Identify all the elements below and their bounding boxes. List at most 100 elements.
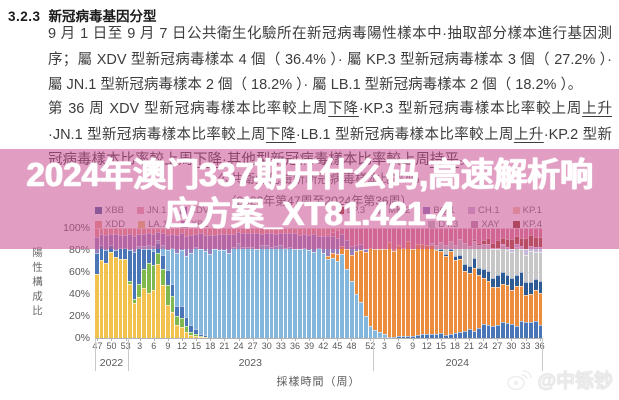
bar-segment-orange <box>505 285 510 323</box>
bar-segment-lilac <box>524 248 529 255</box>
bar-segment-green <box>203 336 208 338</box>
bar-segment-orange <box>345 249 349 270</box>
bar-segment-skyblue <box>312 251 316 338</box>
year-separator <box>372 338 374 371</box>
bar-segment-skyblue <box>283 248 288 338</box>
bar-segment-orange <box>368 247 373 327</box>
x-axis-title: 採樣時間（周） <box>276 376 361 388</box>
x-tick-mark <box>483 338 485 341</box>
bar-segment-blue <box>99 245 104 261</box>
bar-segment-orange <box>415 244 420 335</box>
bar-segment-yellow <box>109 251 113 338</box>
x-tick-mark <box>412 338 414 341</box>
bar-segment-green <box>165 285 170 305</box>
bar-segment-skyblue <box>227 253 231 338</box>
x-tick-label: 52 <box>365 341 376 351</box>
x-tick-mark <box>139 338 141 341</box>
bar-segment-blue <box>128 250 132 282</box>
bar-segment-gray <box>519 249 524 273</box>
x-tick-mark <box>351 338 353 341</box>
bar-segment-orange <box>359 249 363 303</box>
bar-segment-skyblue <box>236 243 241 338</box>
bar-segment-yellow <box>161 285 165 338</box>
bar-segment-skyblue <box>368 326 373 338</box>
bar-segment-blue <box>137 247 142 285</box>
bar-segment-navy <box>533 279 538 291</box>
bar-segment-orange <box>387 242 392 337</box>
bar-segment-orange <box>425 244 430 335</box>
x-tick-label: 9 <box>165 341 171 351</box>
bar-segment-orange <box>434 249 439 334</box>
bar-segment-orange <box>486 281 491 325</box>
bar-segment-blue <box>467 329 472 338</box>
bar-segment-orange <box>420 243 425 335</box>
bar-segment-blue <box>514 326 519 338</box>
bar-segment-gray <box>467 245 472 266</box>
x-tick-mark <box>111 338 113 341</box>
bar-segment-gray <box>510 251 514 279</box>
x-tick-mark <box>252 338 254 341</box>
x-tick-mark <box>525 338 527 341</box>
banner-line-2: 应方案_XT81.421-4 <box>164 195 455 232</box>
bar-segment-blue <box>123 247 128 260</box>
bar-segment-green <box>161 269 165 286</box>
bar-segment-orange <box>510 290 514 325</box>
bar-segment-orange <box>491 287 496 326</box>
bar-segment-orange <box>439 251 444 334</box>
section-heading: 3.2.3 新冠病毒基因分型 <box>8 5 157 25</box>
year-separator <box>542 338 543 371</box>
bar-segment-orange <box>382 249 387 335</box>
x-tick-label: 50 <box>106 341 117 351</box>
x-tick-label: 47 <box>92 341 103 351</box>
bar-segment-skyblue <box>250 247 255 338</box>
x-tick-mark <box>511 338 513 341</box>
bar-segment-gray <box>538 252 543 281</box>
x-tick-mark <box>210 338 212 341</box>
bar-segment-skyblue <box>208 253 212 338</box>
x-tick-mark <box>469 338 471 341</box>
year-separator <box>127 338 129 371</box>
x-tick-label: 21 <box>219 341 230 351</box>
bar-segment-orange <box>463 271 467 332</box>
bar-segment-skyblue <box>161 244 165 255</box>
x-tick-label: 18 <box>205 341 216 351</box>
x-tick-label: 24 <box>233 341 244 351</box>
bar-segment-skyblue <box>212 249 217 338</box>
bar-segment-blue <box>184 317 189 327</box>
x-tick-label: 6 <box>395 341 401 351</box>
bar-segment-orange <box>392 251 396 337</box>
x-tick-label: 12 <box>177 341 188 351</box>
bar-segment-yellow <box>179 327 184 338</box>
x-tick-label: 30 <box>261 341 272 351</box>
bar-segment-blue <box>132 251 137 300</box>
bar-segment-green <box>142 269 146 289</box>
bar-segment-blue <box>533 320 538 338</box>
bar-segment-green <box>128 281 132 284</box>
bar-segment-yellow <box>113 257 118 338</box>
x-tick-label: 27 <box>247 341 258 351</box>
x-tick-mark <box>426 338 428 341</box>
bar-segment-navy <box>453 256 458 260</box>
x-tick-label: 39 <box>304 341 315 351</box>
bar-segment-skyblue <box>279 244 283 338</box>
x-tick-label: 42 <box>318 341 329 351</box>
bar-segment-yellow <box>132 302 137 338</box>
bar-segment-orange <box>481 277 486 325</box>
trend-word: 上升 <box>582 101 613 117</box>
x-tick-label: 36 <box>289 341 300 351</box>
bar-segment-blue <box>170 284 175 297</box>
bar-segment-blue <box>430 334 434 338</box>
x-tick-label: 15 <box>435 341 446 351</box>
x-tick-label: 3 <box>137 341 143 351</box>
bar-segment-gray <box>463 242 467 265</box>
x-tick-mark <box>398 338 400 341</box>
bar-segment-orange <box>354 250 359 294</box>
bar-segment-yellow <box>128 283 132 338</box>
bar-segment-orange <box>500 284 505 323</box>
bar-segment-skyblue <box>288 246 293 338</box>
x-tick-mark <box>280 338 282 341</box>
bar-segment-skyblue <box>335 261 340 338</box>
x-tick-mark <box>153 338 155 341</box>
bar-segment-yellow <box>146 293 151 338</box>
x-tick-label: 9 <box>410 341 416 351</box>
